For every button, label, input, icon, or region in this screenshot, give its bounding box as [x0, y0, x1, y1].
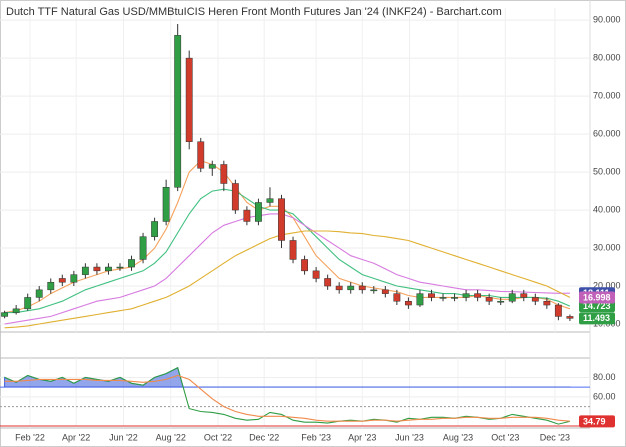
candle-body: [554, 304, 562, 317]
line: [4, 213, 570, 325]
candle-body: [12, 308, 20, 313]
x-tick-label: Jun '23: [395, 432, 424, 442]
candle-body: [220, 164, 228, 184]
y-tick-label: 90.000: [593, 15, 621, 25]
y-tick-label: 50.000: [593, 166, 621, 176]
candle-body: [197, 141, 205, 169]
x-tick-label: Feb '23: [301, 432, 331, 442]
candle-body: [105, 266, 112, 272]
line: [4, 230, 571, 329]
x-tick-label: Aug '22: [156, 432, 186, 442]
candle-body: [208, 164, 216, 169]
candle-body: [278, 198, 285, 241]
candle-body: [243, 209, 251, 222]
y-tick-label: 60.00: [593, 391, 616, 401]
candle-body: [128, 259, 135, 268]
candle-body: [301, 259, 308, 272]
candle-body: [520, 293, 528, 298]
candle-body: [174, 35, 182, 188]
candle-body: [255, 202, 262, 222]
candle-body: [266, 198, 274, 203]
candle-body: [185, 57, 193, 142]
candle-body: [462, 293, 470, 298]
candle-body: [116, 266, 124, 269]
candle-body: [393, 293, 401, 302]
candle-body: [1, 312, 9, 317]
last-value-label: 11.493: [583, 313, 610, 323]
y-tick-label: 20.000: [593, 280, 621, 290]
x-tick-label: Dec '22: [249, 432, 279, 442]
y-tick-label: 40.000: [593, 204, 621, 214]
x-tick-label: Oct '23: [491, 432, 519, 442]
y-tick-label: 60.000: [593, 128, 621, 138]
candle-body: [404, 300, 412, 306]
candle-body: [543, 300, 551, 306]
y-tick-label: 70.000: [593, 90, 621, 100]
x-tick-label: Feb '22: [15, 432, 45, 442]
candle-body: [47, 281, 55, 291]
line: [4, 374, 570, 422]
candle-body: [347, 285, 355, 291]
candle-body: [428, 293, 435, 298]
last-value-box: [579, 312, 615, 325]
candle-body: [324, 278, 332, 287]
candle-body: [24, 297, 32, 310]
last-value-label: 34.79: [583, 416, 606, 426]
candle-body: [508, 293, 516, 302]
last-value-label: 16.998: [583, 292, 611, 302]
candle-body: [289, 240, 297, 260]
last-value-box: [579, 291, 615, 304]
y-tick-label: 80.00: [593, 372, 616, 382]
chart-title: Dutch TTF Natural Gas USD/MMBtuICIS Here…: [6, 6, 502, 18]
candle-body: [70, 274, 78, 283]
y-tick-label: 80.000: [593, 53, 621, 63]
candle-body: [531, 297, 539, 302]
candle-body: [151, 221, 159, 237]
x-tick-label: Aug '23: [443, 432, 473, 442]
candle-body: [358, 285, 366, 291]
candle-body: [93, 266, 101, 272]
candle-body: [35, 289, 43, 298]
candle-body: [81, 266, 89, 275]
last-value-box: [579, 415, 615, 428]
x-tick-label: Apr '22: [62, 432, 90, 442]
y-tick-label: 30.000: [593, 242, 621, 252]
candle-body: [370, 289, 378, 292]
x-tick-label: Oct '22: [204, 432, 232, 442]
candle-body: [566, 316, 574, 319]
candle-body: [162, 187, 170, 222]
candle-body: [312, 270, 320, 279]
x-tick-label: Apr '23: [348, 432, 376, 442]
candle-body: [497, 300, 505, 303]
candle-body: [58, 278, 66, 283]
x-tick-label: Jun '22: [109, 432, 138, 442]
candle-body: [335, 285, 343, 291]
last-value-label: 14.723: [583, 301, 611, 311]
candle-body: [381, 289, 389, 294]
candle-body: [485, 297, 493, 302]
candle-body: [474, 293, 482, 298]
candle-body: [451, 297, 458, 299]
candle-body: [416, 293, 424, 306]
candle-body: [439, 297, 447, 299]
x-tick-label: Dec '23: [540, 432, 570, 442]
candle-body: [231, 183, 239, 211]
candle-body: [139, 236, 147, 260]
